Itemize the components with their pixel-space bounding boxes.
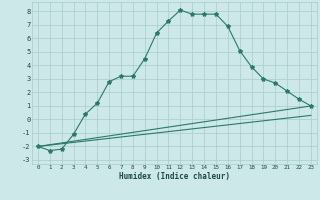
X-axis label: Humidex (Indice chaleur): Humidex (Indice chaleur) — [119, 172, 230, 181]
